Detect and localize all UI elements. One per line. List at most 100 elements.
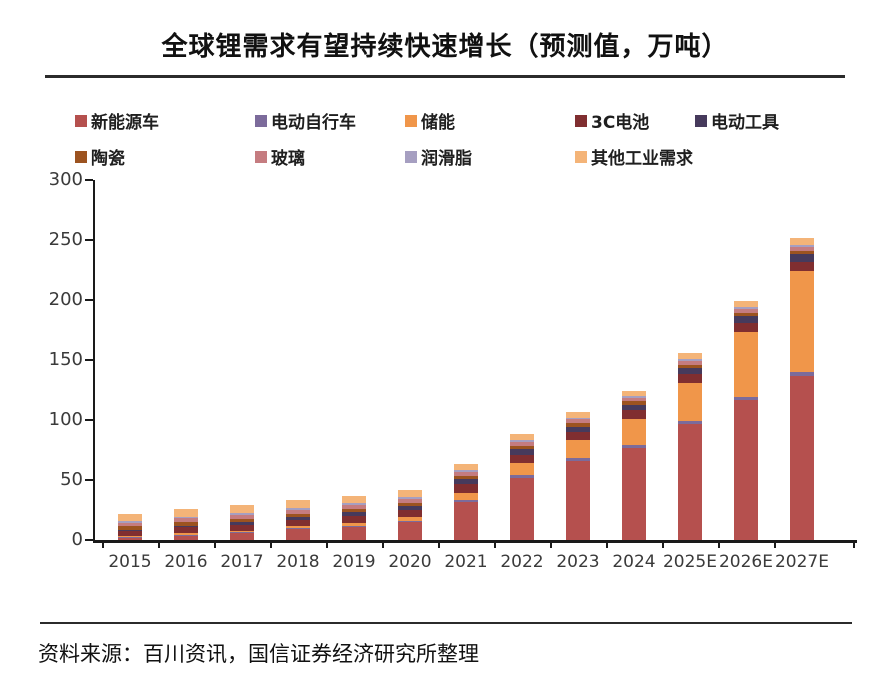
bar-segment — [286, 517, 310, 521]
bar-segment — [398, 498, 422, 503]
bar-segment — [230, 513, 254, 516]
legend-item: 新能源车 — [75, 108, 159, 133]
bar-segment — [230, 518, 254, 523]
bar-segment — [230, 522, 254, 525]
bar-segment — [230, 532, 254, 540]
bar-segment — [230, 531, 254, 533]
bar-segment — [174, 527, 198, 534]
bar-segment — [454, 464, 478, 471]
x-axis-tick — [606, 540, 608, 548]
legend-item: 陶瓷 — [75, 144, 125, 169]
bar-segment — [510, 442, 534, 446]
legend-label: 玻璃 — [271, 149, 305, 169]
bar-segment — [398, 509, 422, 517]
bar-segment — [510, 449, 534, 455]
bar-segment — [174, 518, 198, 522]
bar-segment — [566, 426, 590, 432]
bar-segment — [286, 500, 310, 509]
x-axis-tick — [662, 540, 664, 548]
bar-segment — [118, 526, 142, 530]
x-axis-tick — [438, 540, 440, 548]
legend-label: 新能源车 — [91, 113, 159, 133]
legend-marker — [405, 114, 417, 127]
legend-marker — [405, 150, 417, 163]
x-axis-label: 2026E — [718, 552, 773, 572]
bar-segment — [566, 419, 590, 423]
bar-segment — [678, 421, 702, 424]
bar-segment — [734, 316, 758, 323]
x-axis-tick — [382, 540, 384, 548]
footer-divider — [40, 622, 852, 624]
bar-segment — [342, 508, 366, 513]
bar-segment — [678, 364, 702, 369]
bar-segment — [398, 516, 422, 521]
x-axis-label: 2020 — [388, 552, 432, 572]
bar-segment — [174, 533, 198, 535]
bar-segment — [230, 505, 254, 514]
bar-segment — [790, 254, 814, 262]
bar-segment — [118, 520, 142, 523]
bar-segment — [566, 460, 590, 540]
bar-segment — [174, 509, 198, 517]
y-axis-tick — [85, 479, 93, 481]
legend-marker — [575, 150, 587, 163]
bar-segment — [790, 261, 814, 272]
y-axis-label: 150 — [48, 349, 83, 370]
y-axis-tick — [85, 299, 93, 301]
x-axis-label: 2015 — [108, 552, 152, 572]
bar-segment — [398, 522, 422, 540]
bar-segment — [342, 523, 366, 526]
bar-segment — [790, 247, 814, 251]
y-axis-label: 100 — [48, 409, 83, 430]
x-axis-label: 2017 — [220, 552, 264, 572]
bar-segment — [118, 529, 142, 532]
bar-segment — [678, 423, 702, 540]
bar-segment — [510, 477, 534, 540]
bar-segment — [734, 322, 758, 332]
bar-segment — [734, 309, 758, 313]
bar-segment — [510, 440, 534, 443]
bar-segment — [790, 372, 814, 376]
bar-segment — [342, 512, 366, 516]
bar-segment — [566, 458, 590, 461]
bar-segment — [734, 312, 758, 317]
bar-segment — [566, 412, 590, 418]
bar-segment — [622, 390, 646, 396]
bar-segment — [790, 245, 814, 248]
bar-segment — [678, 359, 702, 362]
x-axis-tick — [718, 540, 720, 548]
x-axis-tick — [270, 540, 272, 548]
bar-segment — [790, 250, 814, 255]
x-axis-label: 2021 — [444, 552, 488, 572]
bar-segment — [398, 490, 422, 498]
bar-segment — [678, 382, 702, 422]
legend-marker — [695, 114, 707, 127]
y-axis-tick — [85, 539, 93, 541]
x-axis-label: 2022 — [500, 552, 544, 572]
x-axis-label: 2019 — [332, 552, 376, 572]
x-axis-tick — [214, 540, 216, 548]
legend-item: 其他工业需求 — [575, 144, 693, 169]
bar-segment — [790, 238, 814, 246]
legend-item: 储能 — [405, 108, 455, 133]
bar-segment — [398, 502, 422, 507]
bar-segment — [174, 522, 198, 526]
x-axis-tick — [494, 540, 496, 548]
plot-area: 0 50 100 150 200 250 300 2015 2016 2017 2018 2019 20… — [49, 170, 857, 572]
bar-segment — [454, 492, 478, 500]
bar-segment — [566, 423, 590, 427]
legend-marker — [75, 114, 87, 127]
bar-segment — [286, 529, 310, 540]
bar-segment — [678, 374, 702, 383]
legend-label: 其他工业需求 — [591, 149, 693, 169]
chart-legend: 新能源车 电动自行车 储能 3C电池 电动工具 陶瓷 玻璃 润滑脂 其他工业需求 — [0, 108, 890, 174]
bar-segment — [286, 510, 310, 514]
bar-segment — [118, 522, 142, 527]
legend-marker — [255, 114, 267, 127]
x-axis-label: 2023 — [556, 552, 600, 572]
y-axis-tick — [85, 179, 93, 181]
bar-segment — [678, 368, 702, 375]
bar-segment — [454, 470, 478, 473]
bar-segment — [734, 399, 758, 540]
bar-segment — [454, 484, 478, 493]
